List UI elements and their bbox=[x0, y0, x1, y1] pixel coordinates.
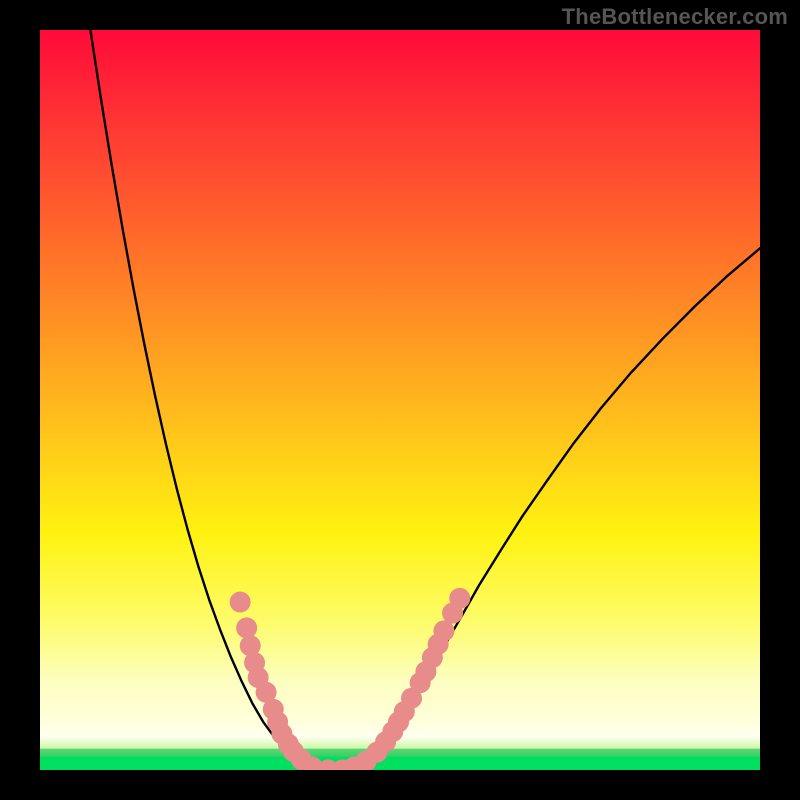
bead-marker bbox=[449, 588, 470, 609]
gradient-background bbox=[40, 30, 760, 770]
plot-area bbox=[40, 30, 760, 770]
green-band-lower bbox=[40, 757, 760, 770]
watermark-text: TheBottlenecker.com bbox=[562, 4, 788, 30]
chart-frame: TheBottlenecker.com bbox=[0, 0, 800, 800]
bead-marker bbox=[236, 617, 257, 638]
bead-marker bbox=[230, 592, 251, 613]
chart-svg bbox=[40, 30, 760, 770]
